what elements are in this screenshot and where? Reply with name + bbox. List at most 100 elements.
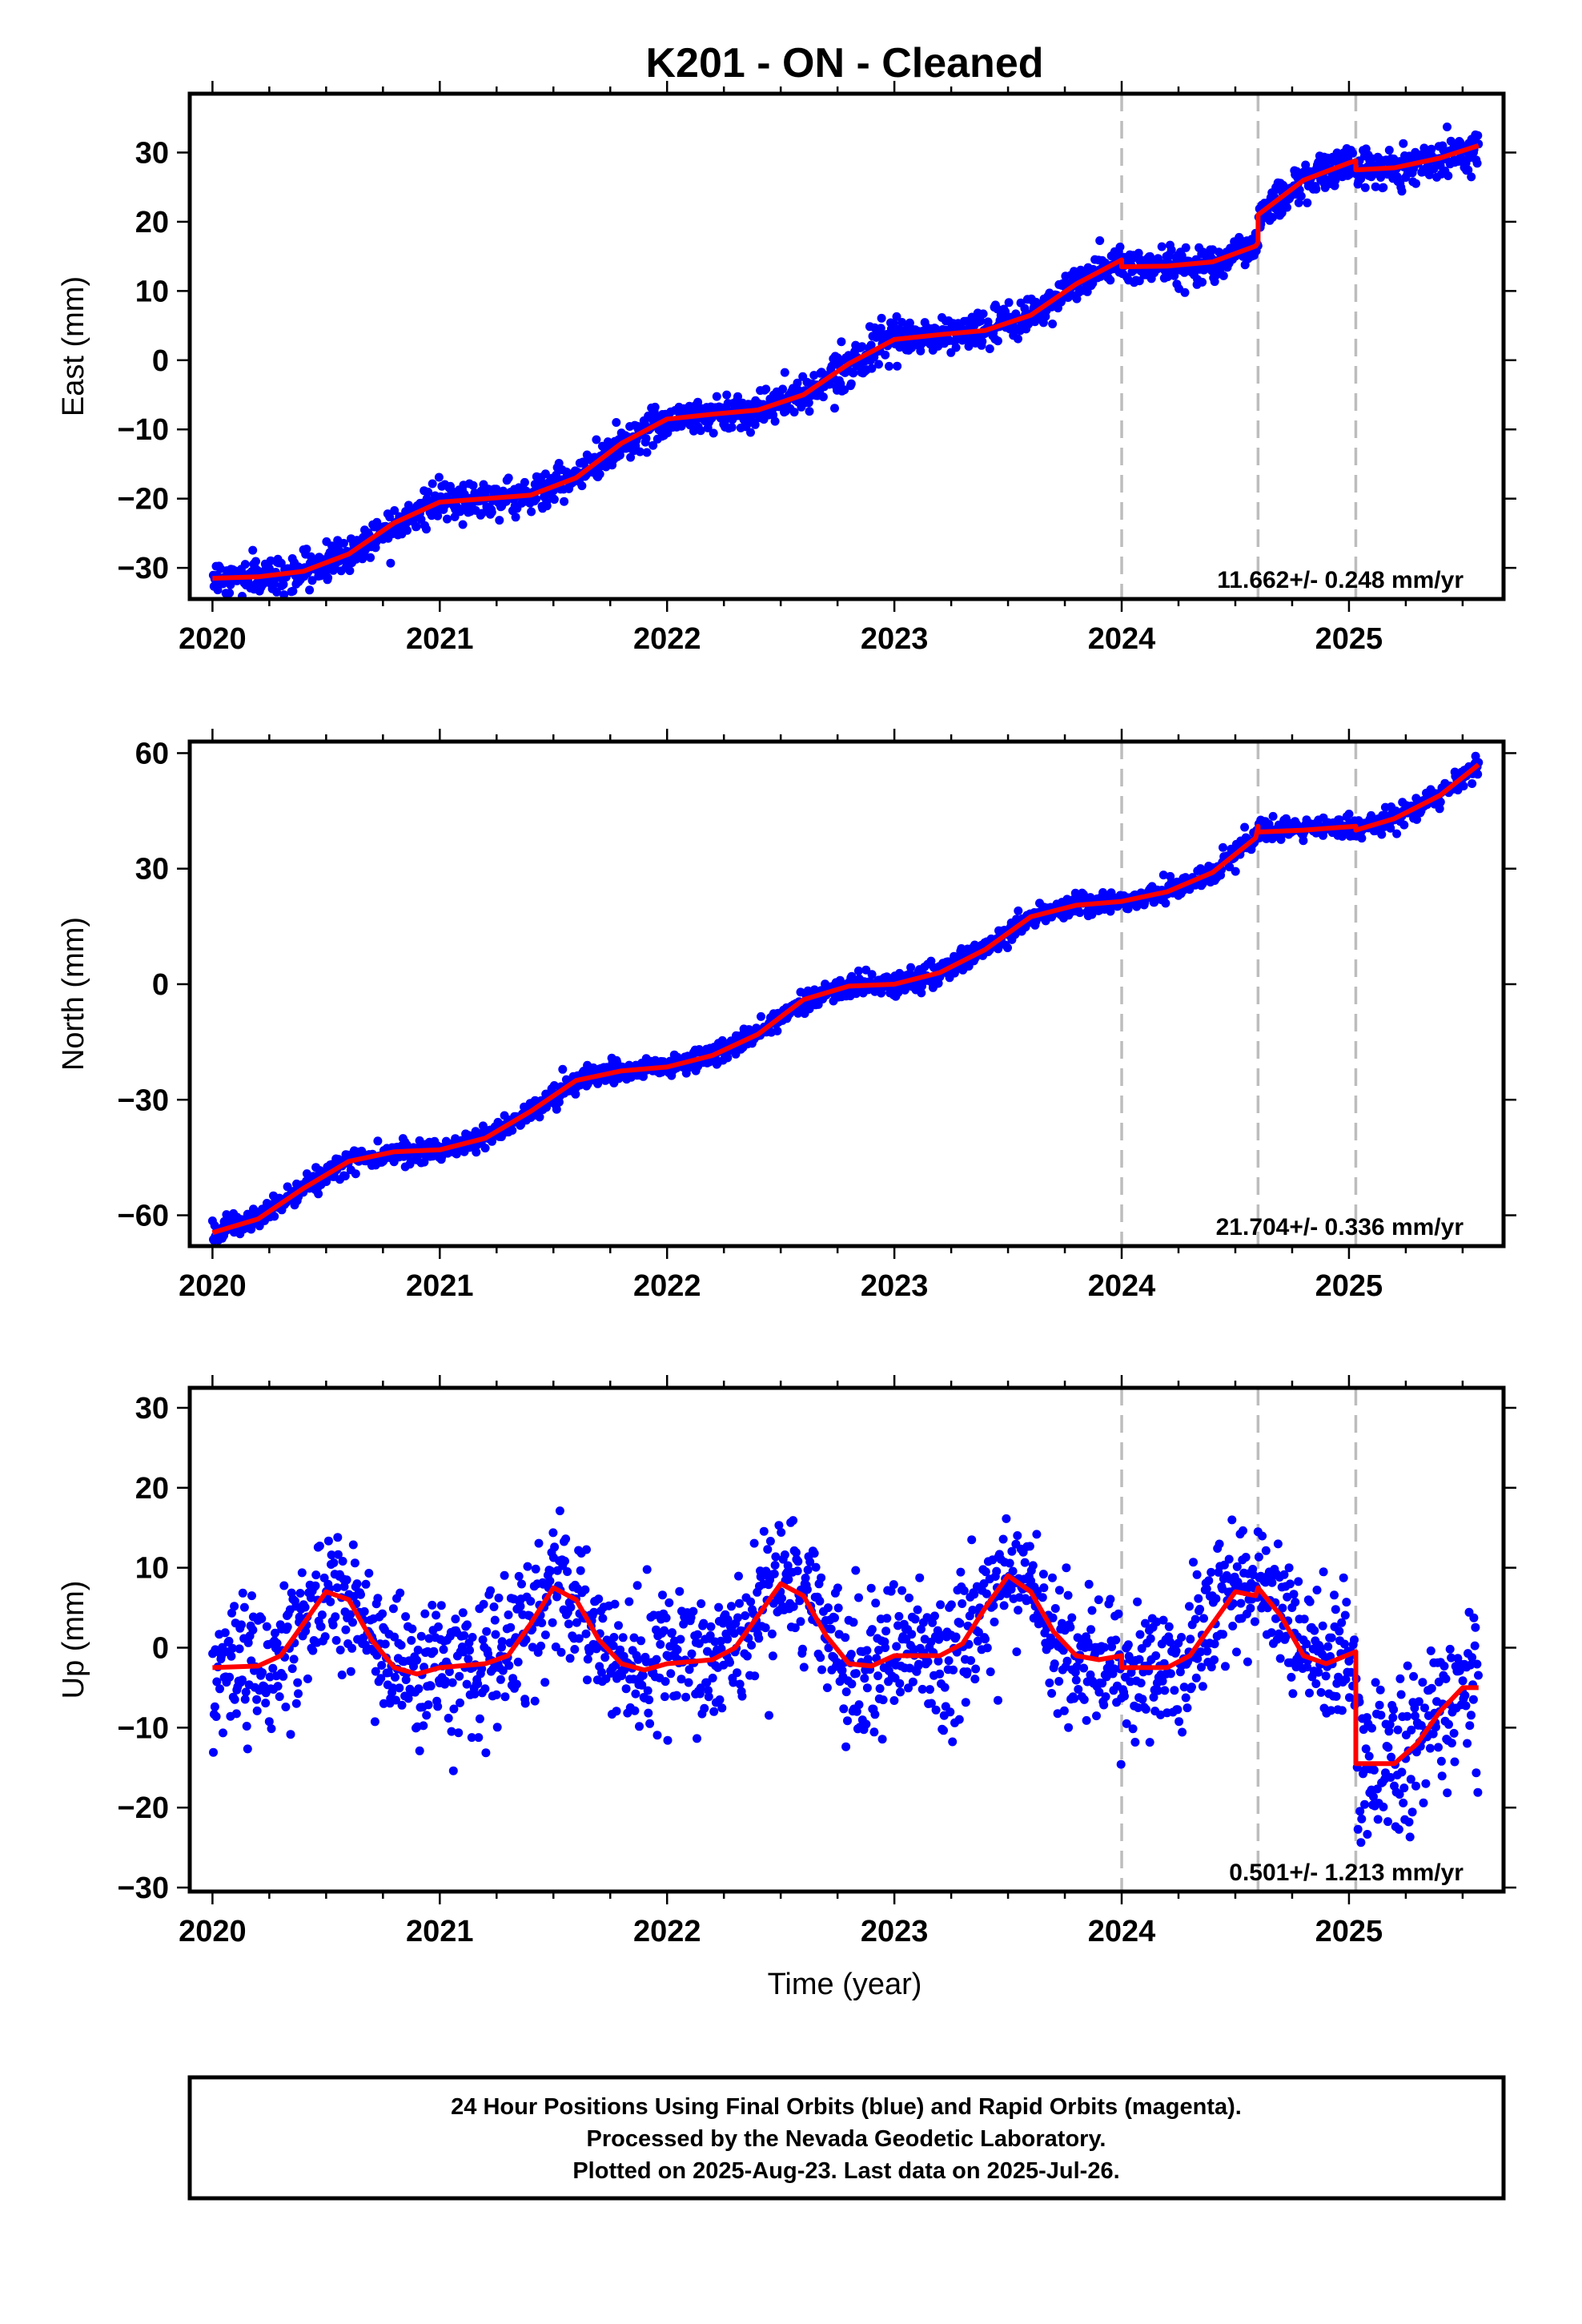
data-point [1138,1695,1147,1704]
data-point [532,494,541,504]
data-point [871,1598,881,1608]
data-point [376,1674,386,1683]
data-point [373,1594,383,1603]
data-point [799,1663,809,1672]
data-point [737,1691,747,1701]
data-point [910,1614,920,1624]
data-point [1473,770,1483,779]
data-point [803,1565,813,1574]
data-point [1074,1685,1083,1694]
data-point [396,1588,405,1598]
data-point [1232,1562,1242,1571]
data-point [1001,307,1010,316]
data-point [348,1618,357,1627]
data-point [917,982,926,991]
data-point [283,1622,292,1631]
data-point [1210,1655,1219,1665]
data-point [513,1657,523,1667]
data-point [889,1580,898,1590]
data-point [822,1683,832,1692]
data-point [441,1676,451,1686]
data-point [1020,1558,1030,1567]
data-point [1114,1609,1123,1618]
data-point [1054,1677,1064,1686]
data-point [1196,1647,1206,1657]
data-point [935,1669,945,1679]
data-point [697,1599,706,1608]
data-point [1204,1576,1214,1586]
y-tick-label: 0 [152,968,169,1002]
data-point [876,324,885,333]
data-point [847,971,857,981]
data-point [464,1655,473,1664]
data-point [239,1602,249,1612]
data-point [956,1567,966,1577]
data-point [862,1683,872,1693]
data-point [311,1570,321,1580]
data-point [511,513,520,522]
data-point [388,1604,398,1614]
data-point [209,1747,218,1757]
data-point [213,585,223,595]
data-point [550,1542,560,1552]
data-point [693,1630,702,1639]
data-point [632,1581,642,1590]
data-point [673,1645,682,1655]
data-point [1160,1686,1170,1695]
data-point [420,1157,429,1167]
data-point [958,1599,967,1608]
data-point [784,1574,793,1584]
data-point [801,1574,810,1582]
data-point [618,1633,628,1642]
data-point [498,1666,508,1675]
data-point [770,1561,780,1570]
data-point [333,1533,343,1542]
data-point [1459,782,1468,790]
data-point [317,1610,327,1619]
data-point [593,1079,603,1088]
data-point [635,1722,644,1731]
data-point [789,1602,798,1611]
data-point [761,384,771,394]
data-point [577,481,587,491]
x-tick-label: 2021 [406,622,474,656]
data-point [616,1645,625,1655]
data-point [540,1678,550,1687]
data-point [458,520,468,529]
data-point [314,1189,323,1199]
x-tick-label: 2020 [179,1269,247,1303]
model-line [212,143,1480,581]
data-point [660,1626,669,1635]
data-point [1467,172,1476,182]
data-point [316,1622,326,1631]
data-point [1210,1639,1219,1649]
data-point [227,1608,236,1618]
data-point [1348,148,1357,158]
data-point [327,1550,336,1560]
data-point [516,1602,525,1611]
data-point [685,1665,694,1675]
data-point [837,337,846,347]
data-point [1181,243,1191,252]
data-point [661,1613,671,1622]
data-point [514,1571,524,1581]
data-point [1227,1515,1237,1525]
data-point [860,1674,869,1683]
data-point [482,1626,492,1636]
data-point [419,1721,428,1731]
data-point [747,1640,757,1650]
data-point [614,1621,623,1630]
data-point [1050,1659,1059,1669]
data-point [238,1675,247,1685]
data-point [1064,1723,1074,1732]
data-point [644,1708,653,1718]
data-point [380,1639,390,1649]
data-point [500,1692,510,1702]
data-point [279,580,288,589]
data-point [851,1669,861,1679]
data-point [1335,815,1344,825]
data-point [366,553,375,562]
data-point [494,1593,504,1602]
data-point [722,390,732,400]
data-point [986,1667,995,1677]
